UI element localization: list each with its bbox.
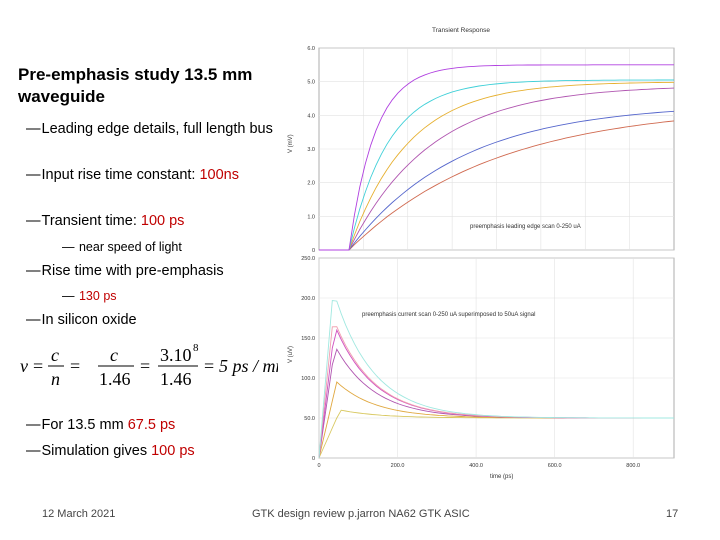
top-ytick-label: 0 [312,248,315,254]
bullet-13mm: — For 13.5 mm 67.5 ps [26,417,176,433]
bottom-xtick-label: 200.0 [391,463,405,469]
bottom-xtick-label: 400.0 [469,463,483,469]
bullet-rise-time: — Rise time with pre-emphasis [26,263,224,279]
bottom-ytick-label: 250.0 [301,256,315,262]
bottom-ytick-label: 200.0 [301,296,315,302]
bullet-simulation: — Simulation gives 100 ps [26,443,195,459]
svg-text:=: = [70,356,80,376]
top-series-line [319,81,675,251]
velocity-formula: v = c n = c 1.46 = 3.10 8 1.46 = 5 ps / … [20,342,278,389]
top-series-line [319,79,674,251]
top-ytick-label: 1.0 [307,214,315,220]
top-ytick-label: 2.0 [307,181,315,187]
bottom-xtick-label: 600.0 [548,463,562,469]
bullet-transient-time: — Transient time: 100 ps [26,213,185,229]
sub-bullet-rise-value: — 130 ps [62,289,117,303]
top-ytick-label: 3.0 [307,147,315,153]
footer-center: GTK design review p.jarron NA62 GTK ASIC [252,508,470,520]
bottom-ytick-label: 100.0 [301,376,315,382]
bottom-ytick-label: 0 [312,456,315,462]
top-series-line [319,120,675,251]
bottom-ytick-label: 150.0 [301,336,315,342]
bottom-plot-frame [318,257,675,459]
svg-text:=: = [33,356,43,376]
top-ylabel: V (mV) [288,134,294,153]
top-ytick-label: 5.0 [307,80,315,86]
bullet-silicon-oxide: — In silicon oxide [26,312,137,328]
svg-text:c: c [110,345,118,365]
bottom-xtick-label: 0 [317,463,320,469]
svg-text:v: v [20,356,28,376]
svg-text:c: c [51,345,59,365]
svg-text:1.46: 1.46 [160,369,192,389]
top-annotation: preemphasis leading edge scan 0-250 uA [470,224,581,230]
chart-title: Transient Response [432,27,490,34]
svg-text:1.46: 1.46 [99,369,131,389]
bottom-series-line [318,299,674,459]
bullet-leading-edge: — Leading edge details, full length bus [26,121,273,137]
svg-text:=: = [140,356,150,376]
bottom-ytick-label: 50.0 [304,416,315,422]
svg-text:=: = [204,356,214,376]
svg-text:n: n [51,369,60,389]
svg-text:8: 8 [193,342,199,354]
transient-response-plots: Transient Response 0 1.0 2.0 3.0 4.0 5.0 6.0 V… [288,27,675,480]
page-number: 17 [666,508,679,520]
bottom-xtick-label: 800.0 [626,463,640,469]
bottom-ylabel: V (uV) [288,346,294,363]
slide-title: Pre-emphasis study 13.5 mm waveguide [18,65,253,106]
svg-text:5 ps / mm: 5 ps / mm [219,356,278,376]
top-series-line [319,110,675,251]
bullet-input-rise: — Input rise time constant: 100ns [26,167,239,183]
top-ytick-label: 4.0 [307,113,315,119]
footer-date: 12 March 2021 [42,508,116,520]
top-ytick-label: 6.0 [307,46,315,52]
sub-bullet-speed: — near speed of light [62,240,182,254]
top-series-line [319,87,675,251]
bottom-annotation: preemphasis current scan 0-250 uA superi… [362,312,535,318]
bottom-xlabel: time (ps) [490,474,513,480]
svg-text:3.10: 3.10 [160,345,192,365]
top-series-line [319,64,674,251]
